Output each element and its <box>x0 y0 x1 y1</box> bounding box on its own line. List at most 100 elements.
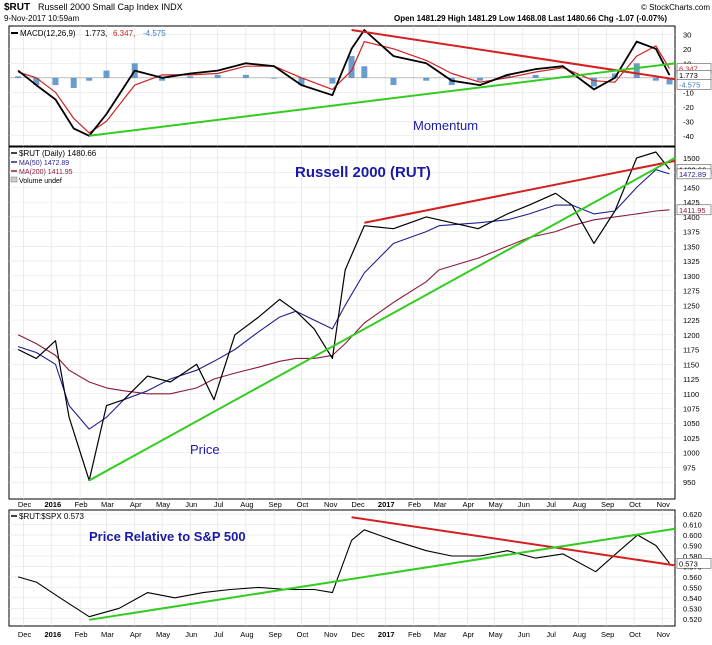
series-lines <box>15 29 673 618</box>
macd-panel-frame <box>8 25 676 147</box>
x-tick-label: Sep <box>268 500 281 509</box>
x-tick-label: 2017 <box>378 500 395 509</box>
y-tick-label: 0.620 <box>683 510 702 519</box>
y-tick-label: 1450 <box>683 183 700 192</box>
macd-legend-v1: 1.773, <box>85 29 107 38</box>
y-tick-label: 0.600 <box>683 531 702 540</box>
price-legend: $RUT (Daily) 1480.66 MA(50) 1472.89 MA(2… <box>10 149 97 185</box>
x-tick-label: Apr <box>130 630 142 639</box>
macd-legend: MACD(12,26,9) 1.773, 6.347, -4.575 <box>11 29 166 38</box>
header-symbol: $RUT <box>4 2 30 13</box>
y-tick-label: 0.540 <box>683 594 702 603</box>
annotation-relative: Price Relative to S&P 500 <box>89 529 246 544</box>
y-tick-label: -30 <box>683 117 694 126</box>
annotation-momentum: Momentum <box>413 118 478 133</box>
tag-ratio: 0.573 <box>679 559 698 568</box>
ratio-resistance-trendline <box>351 516 676 567</box>
macd-histogram-bar <box>70 77 77 88</box>
tag-ma200: 1411.95 <box>679 206 706 215</box>
x-tick-label: Jun <box>185 630 197 639</box>
macd-histogram-bar <box>361 66 368 78</box>
trend-lines <box>88 29 676 621</box>
x-tick-label: Jul <box>546 630 556 639</box>
value-tags: 6.3471.773-4.5751480.661472.891411.950.5… <box>676 63 712 569</box>
x-tick-label: 2017 <box>378 630 395 639</box>
x-tick-label: Dec <box>351 500 365 509</box>
macd-line <box>17 29 671 137</box>
y-tick-label: 1400 <box>683 213 700 222</box>
tag-ratio-box <box>676 558 712 569</box>
x-tick-label: Feb <box>408 500 421 509</box>
x-tick-label: Nov <box>324 500 338 509</box>
y-tick-label: 1175 <box>683 346 699 355</box>
y-tick-label: 950 <box>683 478 696 487</box>
x-tick-label: Mar <box>434 500 447 509</box>
legend-ma50: MA(50) 1472.89 <box>19 160 69 167</box>
x-tick-label: Apr <box>130 500 142 509</box>
y-tick-label: 1300 <box>683 272 700 281</box>
x-tick-label: May <box>489 630 503 639</box>
macd-histogram-bar <box>271 77 278 79</box>
x-tick-label: Oct <box>297 630 310 639</box>
x-tick-label: Apr <box>462 500 474 509</box>
header-quote: Open 1481.29 High 1481.29 Low 1468.08 La… <box>394 14 667 23</box>
x-tick-label: 2016 <box>44 500 61 509</box>
macd-histogram-bar <box>652 77 659 81</box>
header-credit: © StockCharts.com <box>641 3 710 12</box>
x-tick-label: Oct <box>297 500 310 509</box>
x-tick-label: Sep <box>268 630 281 639</box>
price-panel-frame <box>8 146 676 500</box>
price-line <box>17 151 670 481</box>
macd-histogram-bar <box>348 56 355 78</box>
x-tick-label: Feb <box>408 630 421 639</box>
tag-macd-hist: -4.575 <box>679 80 700 89</box>
macd-histogram-bar <box>159 77 166 81</box>
x-tick-label: Feb <box>75 630 88 639</box>
macd-histogram-bar <box>52 77 59 86</box>
annotation-price: Price <box>190 442 220 457</box>
macd-histogram-bar <box>504 74 511 78</box>
x-tick-label: Dec <box>18 500 32 509</box>
tag-macd-signal: 6.347 <box>679 65 698 74</box>
x-tick-label: May <box>156 630 170 639</box>
x-tick-label: Mar <box>434 630 447 639</box>
ma50-line <box>17 169 670 430</box>
macd-signal-line <box>17 40 671 134</box>
y-tick-label: -40 <box>683 132 694 141</box>
annotation-title: Russell 2000 (RUT) <box>295 164 431 181</box>
macd-support-trendline <box>89 62 676 137</box>
x-tick-label: Jul <box>214 500 224 509</box>
macd-histogram-bar <box>590 77 597 87</box>
y-tick-label: 1200 <box>683 331 700 340</box>
macd-histogram-bar <box>666 77 673 85</box>
x-tick-label: Jul <box>546 500 556 509</box>
tag-ma50-box <box>676 168 712 180</box>
macd-histogram-bar <box>633 63 640 78</box>
x-tick-label: Sep <box>601 500 614 509</box>
y-tick-label: 975 <box>683 463 696 472</box>
x-tick-label: Dec <box>18 630 32 639</box>
macd-histogram-bar <box>390 77 397 86</box>
macd-histogram-bar <box>329 77 336 84</box>
x-tick-label: Jun <box>518 630 530 639</box>
tag-macd-hist-box <box>676 79 712 90</box>
macd-histogram-bar <box>532 74 539 78</box>
legend-ratio: $RUT:$SPX 0.573 <box>19 512 84 521</box>
x-tick-label: Mar <box>101 630 114 639</box>
x-tick-label: Aug <box>573 500 586 509</box>
macd-histogram-bar <box>33 77 40 86</box>
y-tick-label: 1325 <box>683 257 700 266</box>
x-tick-label: Jun <box>518 500 530 509</box>
y-tick-label: 0.560 <box>683 573 702 582</box>
y-tick-label: 1150 <box>683 360 699 369</box>
x-tick-label: Dec <box>351 630 365 639</box>
x-tick-label: Aug <box>240 630 253 639</box>
y-tick-label: 1275 <box>683 287 700 296</box>
y-tick-label: 0.520 <box>683 615 702 624</box>
x-tick-label: Apr <box>462 630 474 639</box>
x-tick-label: 2016 <box>44 630 61 639</box>
ratio-panel-frame <box>8 509 676 627</box>
x-tick-label: Aug <box>240 500 253 509</box>
x-tick-label: Nov <box>657 500 671 509</box>
y-tick-label: 0.590 <box>683 541 702 550</box>
